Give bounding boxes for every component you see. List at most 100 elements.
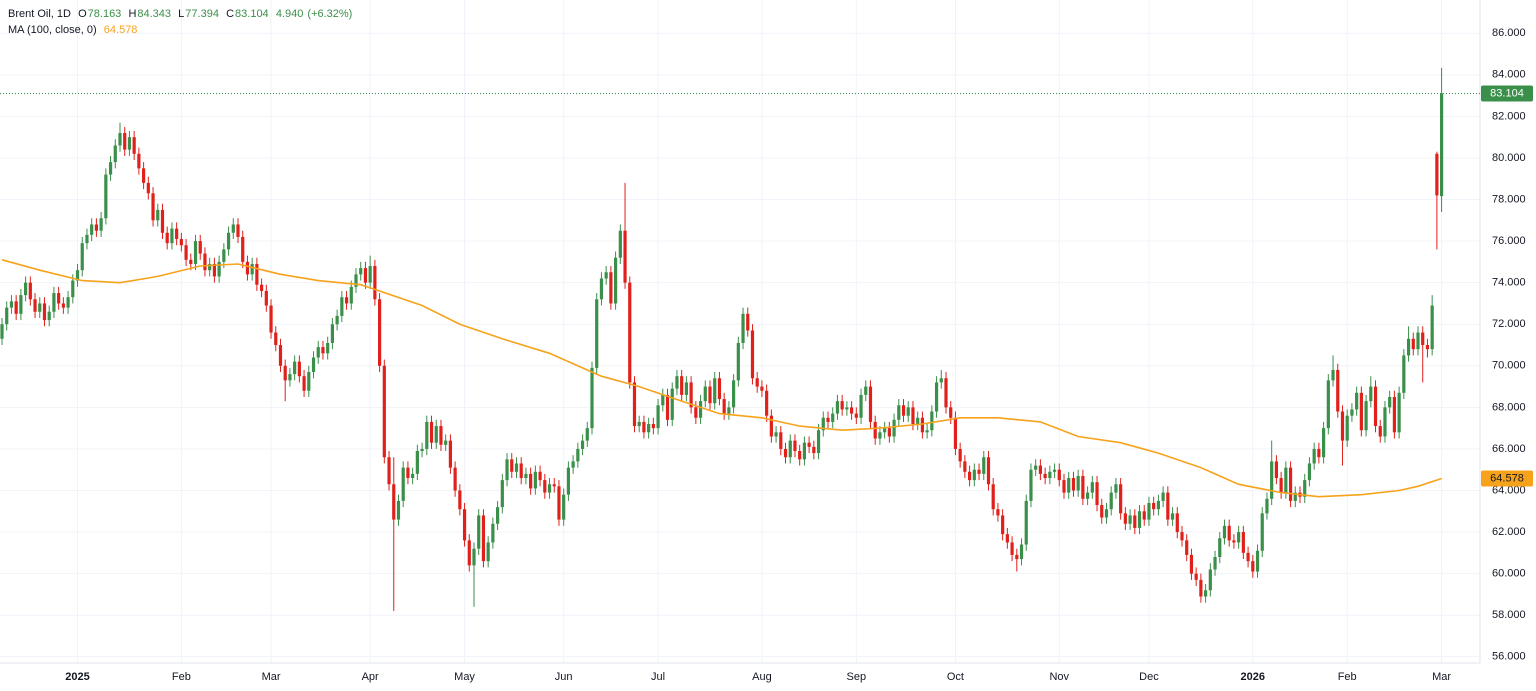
candle-body xyxy=(793,440,797,452)
candle-body xyxy=(123,133,127,150)
candle-body xyxy=(165,232,169,244)
candle-body xyxy=(415,451,419,474)
y-tick-label: 74.000 xyxy=(1492,277,1526,289)
candle-body xyxy=(675,376,679,389)
candle-body xyxy=(689,382,693,408)
candle-body xyxy=(736,342,740,381)
candle-body xyxy=(991,484,995,510)
candle-body xyxy=(802,442,806,460)
indicator-name: MA (100, close, 0) xyxy=(8,24,97,36)
candle-body xyxy=(486,542,490,562)
candle-body xyxy=(1104,509,1109,518)
candle-body xyxy=(1137,511,1142,528)
x-tick-label: 2025 xyxy=(65,671,89,683)
y-tick-label: 62.000 xyxy=(1492,526,1526,538)
candle-body xyxy=(831,413,835,422)
candle-body xyxy=(212,263,216,277)
candle-body xyxy=(330,324,334,343)
candle-body xyxy=(47,311,51,321)
candle-body xyxy=(703,386,707,402)
candle-body xyxy=(878,432,882,439)
x-tick-label: Jun xyxy=(555,671,573,683)
x-tick-label: Feb xyxy=(172,671,191,683)
candle-body xyxy=(1421,332,1425,346)
candle-body xyxy=(85,234,89,244)
candle-body xyxy=(1331,369,1335,381)
candle-body xyxy=(637,421,641,427)
candle-body xyxy=(5,307,9,325)
x-tick-label: Mar xyxy=(262,671,281,683)
candle-body xyxy=(892,419,896,437)
candle-body xyxy=(1052,469,1057,472)
candle-body xyxy=(816,430,821,454)
candle-body xyxy=(444,440,448,445)
candle-body xyxy=(651,423,655,429)
candle-body xyxy=(1218,538,1222,558)
candle-body xyxy=(1156,500,1160,510)
candle-body xyxy=(968,471,972,481)
candle-body xyxy=(732,380,736,408)
candle-body xyxy=(118,133,122,146)
candle-body xyxy=(297,361,301,377)
ohlc-value: 77.394 xyxy=(185,8,219,20)
candle-body xyxy=(779,432,783,449)
candle-body xyxy=(439,426,443,445)
candle-body xyxy=(1265,498,1269,514)
candle-body xyxy=(363,268,368,283)
candle-body xyxy=(604,272,608,279)
candle-body xyxy=(1364,401,1368,431)
candle-body xyxy=(175,228,179,240)
x-tick-label: Dec xyxy=(1139,671,1159,683)
candle-body xyxy=(533,471,537,489)
candle-body xyxy=(1293,492,1297,501)
candle-body xyxy=(911,407,915,424)
candle-body xyxy=(1048,471,1052,479)
candle-body xyxy=(496,507,500,524)
candle-body xyxy=(1270,461,1274,499)
candle-body xyxy=(562,494,566,520)
candle-body xyxy=(1095,482,1099,506)
candle-body xyxy=(1123,513,1127,524)
candle-body xyxy=(505,459,509,481)
candle-body xyxy=(1109,492,1113,510)
candle-body xyxy=(425,421,429,449)
symbol-legend: Brent Oil, 1D O78.163 H84.343 L77.394 C8… xyxy=(8,8,353,20)
candle-body xyxy=(1071,478,1076,491)
candle-body xyxy=(340,297,344,316)
candle-body xyxy=(1411,338,1415,350)
ma-price-label: 64.578 xyxy=(1490,472,1524,484)
candle-body xyxy=(906,407,910,416)
candle-body xyxy=(529,473,533,489)
candle-body xyxy=(1373,386,1378,427)
candle-body xyxy=(1170,513,1175,520)
candle-body xyxy=(1440,93,1444,197)
candle-body xyxy=(274,332,278,346)
change: 4.940 xyxy=(275,8,304,20)
candle-body xyxy=(245,261,250,275)
candle-body xyxy=(137,153,141,169)
candle-body xyxy=(609,272,613,304)
ohlc-value: 78.163 xyxy=(87,8,122,20)
candle-body xyxy=(373,266,377,300)
candle-body xyxy=(750,330,755,379)
candle-body xyxy=(1383,407,1387,437)
candle-body xyxy=(543,480,547,493)
candle-body xyxy=(179,239,183,246)
candle-body xyxy=(269,305,273,333)
candle-body xyxy=(519,463,523,479)
candle-body xyxy=(250,263,254,275)
candle-body xyxy=(1392,396,1396,433)
candle-body xyxy=(316,347,320,358)
candle-body xyxy=(33,299,37,312)
candle-body xyxy=(840,401,844,410)
candle-body xyxy=(1274,461,1278,479)
candle-body xyxy=(1067,478,1071,493)
x-tick-label: May xyxy=(454,671,475,683)
candle-body xyxy=(920,417,924,433)
candle-body xyxy=(623,230,627,283)
candle-body xyxy=(28,282,32,300)
candle-body xyxy=(1015,554,1019,560)
candle-body xyxy=(142,168,146,183)
candle-body xyxy=(1029,469,1033,501)
candle-body xyxy=(1369,386,1373,402)
